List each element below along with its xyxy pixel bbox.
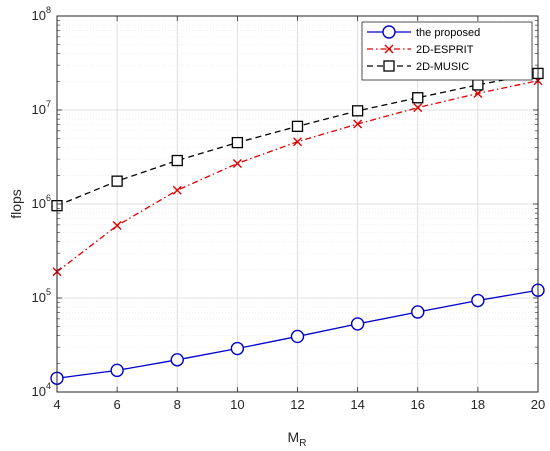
series-1 — [50, 283, 545, 385]
data-point — [230, 341, 245, 356]
y-tick-label-exponent: 6 — [46, 193, 51, 203]
x-tick-label: 12 — [290, 397, 304, 412]
y-tick-label: 105 — [32, 287, 51, 305]
data-point — [171, 154, 183, 167]
legend-label: 2D-ESPRIT — [416, 44, 474, 56]
data-point — [290, 329, 305, 344]
data-point — [172, 185, 182, 195]
x-tick-label: 6 — [114, 397, 121, 412]
data-point — [471, 293, 485, 308]
legend-entry: 2D-ESPRIT — [367, 44, 474, 56]
legend-label: 2D-MUSIC — [416, 61, 469, 73]
legend-swatch-marker — [382, 25, 396, 39]
y-tick-label: 107 — [32, 99, 51, 117]
y-tick-label-exponent: 8 — [46, 5, 51, 15]
legend-entry: 2D-MUSIC — [367, 60, 469, 73]
legend: the proposed 2D-ESPRIT 2D-MUSIC — [361, 21, 533, 81]
x-axis-title-main: M — [288, 429, 300, 445]
y-tick-label-base: 10 — [32, 8, 46, 23]
data-point — [232, 158, 242, 168]
data-point — [350, 317, 365, 331]
data-point — [412, 92, 424, 104]
data-point — [231, 136, 244, 149]
legend-swatch-marker — [383, 60, 395, 72]
data-point — [353, 119, 363, 129]
y-tick-label-base: 10 — [32, 102, 46, 117]
data-point — [413, 103, 423, 113]
legend-label: the proposed — [416, 27, 480, 39]
y-axis-title: flops — [8, 189, 24, 219]
x-tick-label: 8 — [174, 397, 181, 412]
x-tick-label: 16 — [411, 397, 425, 412]
data-point — [293, 137, 302, 147]
x-tick-label: 14 — [350, 397, 364, 412]
data-point — [112, 221, 122, 231]
y-tick-label-exponent: 4 — [46, 381, 51, 391]
y-tick-label-base: 10 — [32, 384, 46, 399]
data-point — [170, 353, 184, 367]
axis-ticks — [56, 15, 539, 393]
x-axis-title-subscript: R — [299, 438, 306, 449]
y-tick-label: 108 — [32, 5, 51, 23]
y-tick-label-exponent: 7 — [46, 99, 51, 109]
y-tick-label: 104 — [32, 381, 51, 399]
data-point — [110, 363, 124, 378]
y-tick-label-exponent: 5 — [46, 287, 51, 297]
data-point — [472, 79, 484, 91]
data-point — [111, 175, 123, 187]
data-point — [351, 105, 364, 117]
y-tick-label: 106 — [32, 193, 51, 211]
legend-entry: the proposed — [367, 25, 480, 39]
y-tick-label-base: 10 — [32, 196, 46, 211]
data-point — [473, 88, 483, 98]
data-point — [411, 305, 425, 319]
legend-swatch-marker — [384, 44, 394, 54]
x-axis-title: MR — [288, 429, 307, 449]
x-tick-label: 4 — [53, 397, 60, 412]
y-tick-label-base: 10 — [32, 290, 46, 305]
x-tick-label: 20 — [531, 397, 545, 412]
x-tick-label: 10 — [230, 397, 244, 412]
data-point — [291, 120, 304, 132]
x-tick-label: 18 — [471, 397, 485, 412]
x-tick-labels: 4 6 8 10 12 14 16 18 20 — [53, 397, 545, 412]
